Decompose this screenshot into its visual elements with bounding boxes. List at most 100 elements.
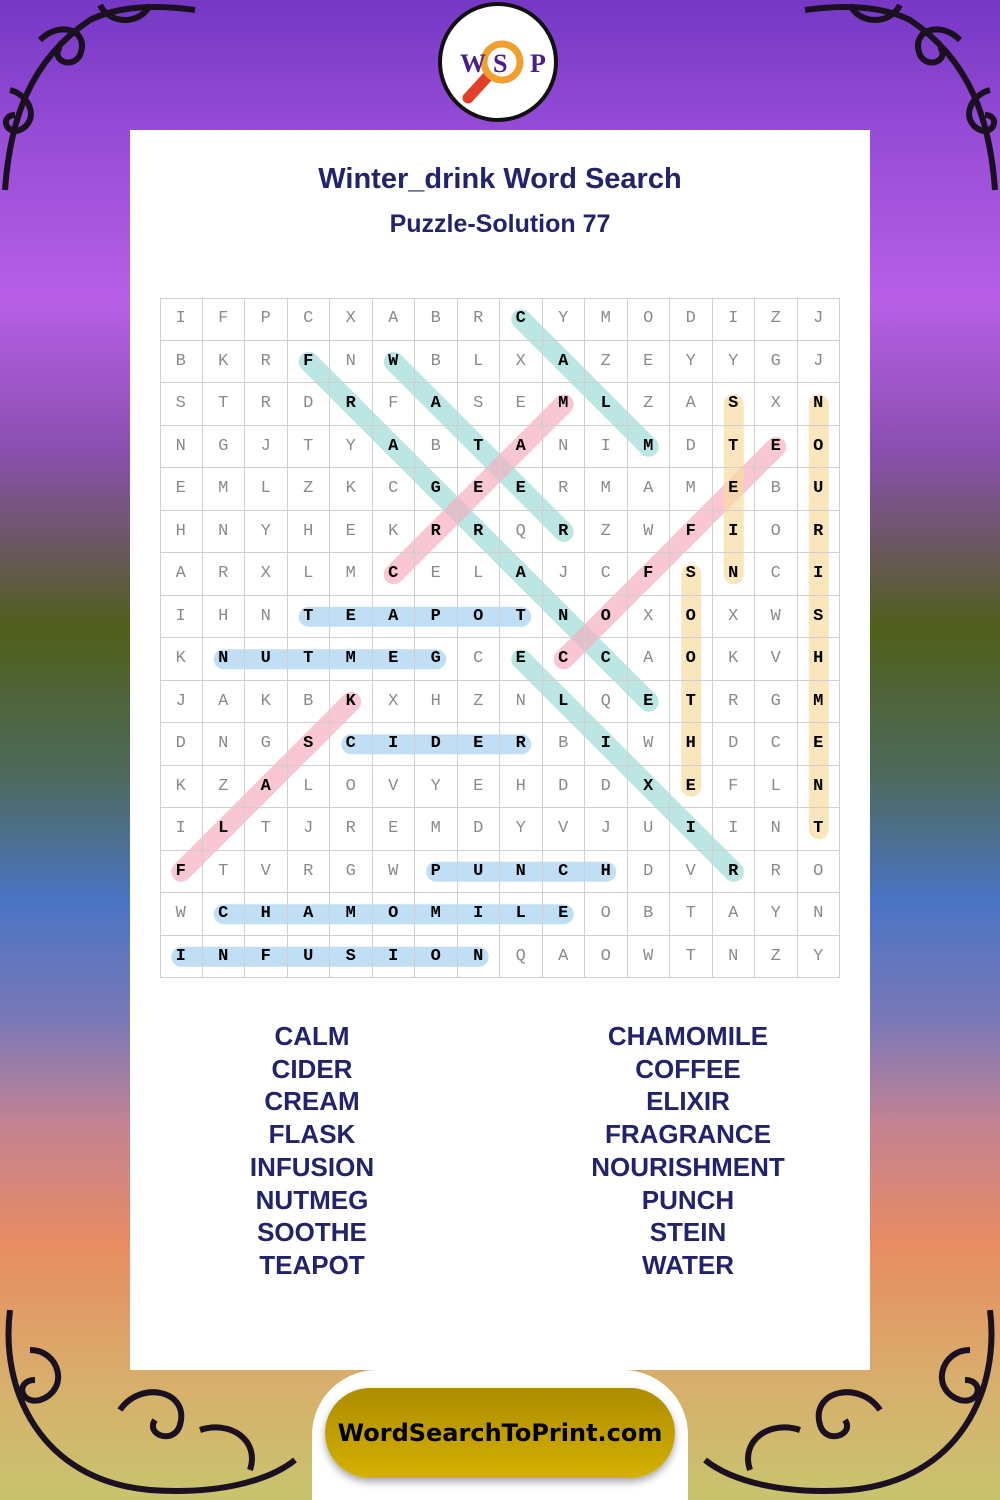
grid-cell: Y — [797, 935, 840, 978]
grid-cell: E — [457, 723, 500, 766]
grid-cell: F — [712, 765, 755, 808]
grid-cell: N — [712, 935, 755, 978]
grid-cell: A — [160, 553, 203, 596]
ornament-bottom-left-icon — [5, 1310, 297, 1494]
grid-cell: D — [457, 808, 500, 851]
grid-cell: T — [245, 808, 288, 851]
grid-cell: M — [415, 893, 458, 936]
grid-cell: L — [202, 808, 245, 851]
grid-cell: O — [585, 595, 628, 638]
grid-cell: N — [500, 850, 543, 893]
grid-cell: R — [330, 808, 373, 851]
grid-cell: A — [627, 468, 670, 511]
grid-cell: N — [797, 383, 840, 426]
grid-cell: A — [670, 383, 713, 426]
grid-cell: V — [670, 850, 713, 893]
solution-highlights — [171, 309, 829, 967]
grid-cell: K — [330, 468, 373, 511]
highlight-elixir — [511, 649, 744, 882]
grid-cell: B — [755, 468, 798, 511]
grid-cell: S — [670, 553, 713, 596]
grid-cell: F — [160, 850, 203, 893]
grid-cell: T — [712, 425, 755, 468]
grid-cell: R — [797, 510, 840, 553]
word-list-right: CHAMOMILE COFFEE ELIXIR FRAGRANCE NOURIS… — [538, 1020, 838, 1282]
grid-cell: N — [202, 935, 245, 978]
grid-cell: O — [415, 935, 458, 978]
grid-cell: F — [202, 298, 245, 341]
word-list-item: COFFEE — [635, 1053, 741, 1084]
grid-cell: J — [542, 553, 585, 596]
grid-cell: Z — [755, 935, 798, 978]
grid-cell: O — [627, 298, 670, 341]
highlight-fragrance — [298, 351, 659, 712]
grid-cell: E — [372, 638, 415, 681]
grid-cell: V — [755, 638, 798, 681]
grid-cell: G — [755, 680, 798, 723]
grid-cell: C — [372, 553, 415, 596]
grid-cell: N — [797, 893, 840, 936]
grid-cell: Q — [585, 680, 628, 723]
grid-cell: H — [245, 893, 288, 936]
grid-cell: Z — [627, 383, 670, 426]
grid-cell: O — [670, 595, 713, 638]
site-link-button[interactable]: WordSearchToPrint.com — [325, 1388, 675, 1478]
grid-cell: B — [627, 893, 670, 936]
grid-cell: O — [457, 595, 500, 638]
grid-cell: B — [415, 425, 458, 468]
grid-cell: Y — [542, 298, 585, 341]
grid-cell: E — [500, 468, 543, 511]
grid-cell: E — [627, 680, 670, 723]
grid-cell: U — [627, 808, 670, 851]
grid-cell: O — [797, 425, 840, 468]
grid-cell: L — [287, 765, 330, 808]
word-list-item: FRAGRANCE — [604, 1119, 772, 1150]
grid-cell: F — [627, 553, 670, 596]
grid-cell: O — [585, 893, 628, 936]
grid-cell: R — [202, 553, 245, 596]
grid-cell: Y — [712, 340, 755, 383]
grid-cell: H — [415, 680, 458, 723]
grid-cell: F — [372, 383, 415, 426]
grid-cell: A — [627, 638, 670, 681]
grid-cell: R — [245, 340, 288, 383]
grid-cell: C — [330, 723, 373, 766]
grid-cell: B — [160, 340, 203, 383]
grid-cell: I — [585, 723, 628, 766]
grid-cell: G — [245, 723, 288, 766]
grid-cell: N — [160, 425, 203, 468]
grid-cell: Z — [755, 298, 798, 341]
grid-cell: B — [542, 723, 585, 766]
grid-cell: N — [797, 765, 840, 808]
grid-cell: E — [160, 468, 203, 511]
grid-cell: H — [585, 850, 628, 893]
grid-cell: L — [245, 468, 288, 511]
grid-cell: M — [670, 468, 713, 511]
grid-cell: I — [372, 723, 415, 766]
grid-cell: E — [712, 468, 755, 511]
grid-cell: N — [500, 680, 543, 723]
highlight-calm — [511, 309, 659, 457]
grid-cell: L — [585, 383, 628, 426]
grid-cell: T — [500, 595, 543, 638]
grid-cell: K — [372, 510, 415, 553]
grid-cell: N — [755, 808, 798, 851]
grid-cell: J — [160, 680, 203, 723]
grid-cell: I — [160, 808, 203, 851]
grid-cell: C — [585, 638, 628, 681]
word-list-item: NUTMEG — [255, 1184, 369, 1215]
wsp-logo[interactable]: W S P — [438, 2, 558, 122]
grid-cell: L — [755, 765, 798, 808]
grid-cell: Q — [500, 510, 543, 553]
grid-cell: T — [797, 808, 840, 851]
grid-cell: O — [670, 638, 713, 681]
grid-cell: L — [457, 340, 500, 383]
grid-cell: I — [712, 808, 755, 851]
grid-cell: R — [457, 510, 500, 553]
word-list-item: WATER — [642, 1249, 734, 1280]
grid-cell: S — [797, 595, 840, 638]
grid-cell: I — [160, 935, 203, 978]
grid-cell: C — [585, 553, 628, 596]
grid-cell: O — [585, 935, 628, 978]
grid-cell: D — [287, 383, 330, 426]
